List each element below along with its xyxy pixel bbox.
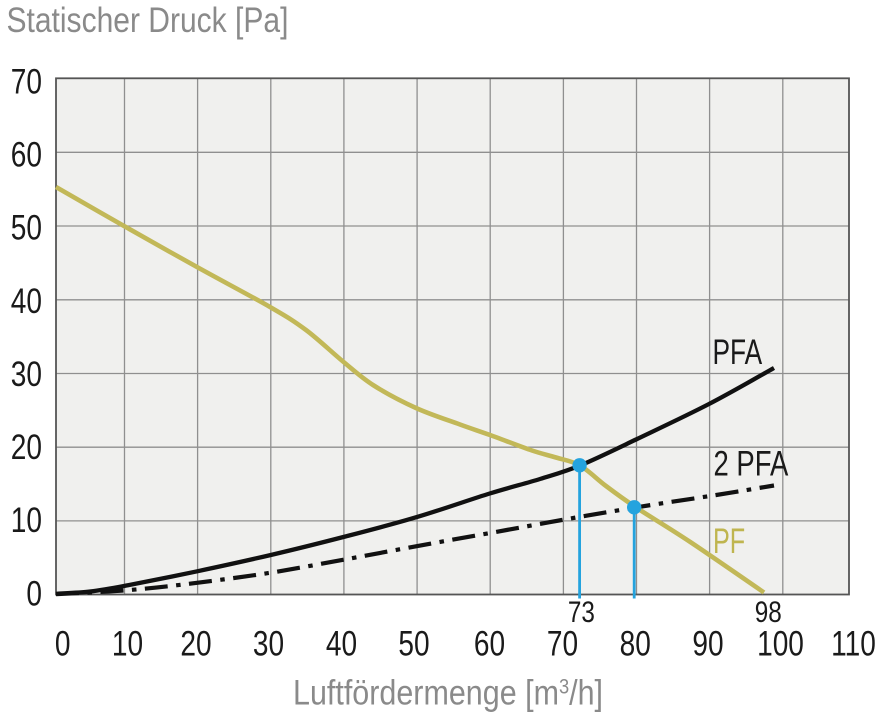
svg-text:40: 40 (11, 281, 42, 321)
svg-text:20: 20 (11, 427, 42, 467)
svg-text:Luftfördermenge [m3/h]: Luftfördermenge [m3/h] (293, 673, 603, 712)
svg-text:10: 10 (112, 624, 143, 664)
svg-text:80: 80 (620, 624, 651, 664)
svg-text:30: 30 (11, 354, 42, 394)
svg-text:0: 0 (55, 624, 71, 664)
svg-text:70: 70 (11, 62, 42, 102)
svg-text:98: 98 (755, 595, 782, 629)
svg-text:70: 70 (547, 624, 578, 664)
svg-text:50: 50 (398, 624, 429, 664)
svg-text:Statischer Druck [Pa]: Statischer Druck [Pa] (7, 0, 289, 40)
svg-text:73: 73 (568, 595, 595, 629)
svg-text:100: 100 (757, 624, 804, 664)
svg-text:30: 30 (253, 624, 284, 664)
svg-text:0: 0 (26, 573, 42, 613)
svg-text:90: 90 (692, 624, 723, 664)
svg-text:60: 60 (11, 135, 42, 175)
svg-text:60: 60 (474, 624, 505, 664)
svg-text:PF: PF (713, 522, 745, 561)
svg-text:50: 50 (11, 208, 42, 248)
svg-text:PFA: PFA (713, 332, 763, 372)
svg-text:20: 20 (180, 624, 211, 664)
svg-text:2 PFA: 2 PFA (714, 445, 789, 484)
svg-text:110: 110 (831, 624, 876, 664)
svg-text:40: 40 (326, 624, 357, 664)
svg-text:10: 10 (11, 500, 42, 540)
